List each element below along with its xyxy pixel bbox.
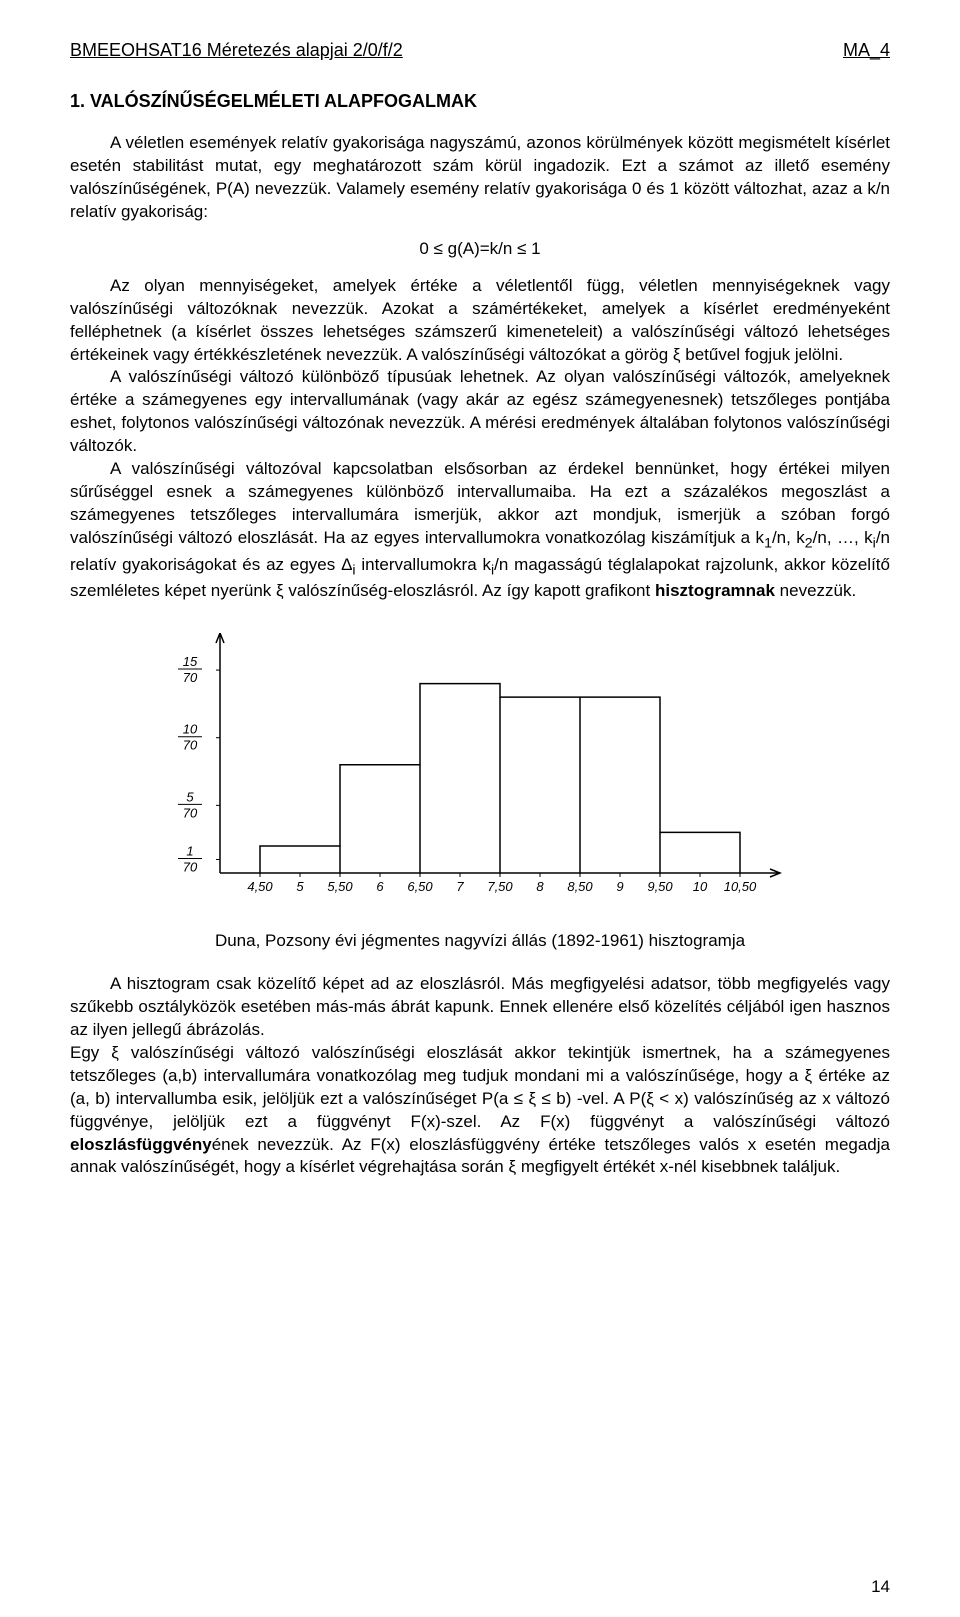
svg-text:9: 9 — [616, 879, 623, 894]
paragraph-3: A valószínűségi változó különböző típusú… — [70, 366, 890, 458]
svg-text:6,50: 6,50 — [407, 879, 433, 894]
p4-bold: hisztogramnak — [655, 581, 775, 600]
svg-text:5,50: 5,50 — [327, 879, 353, 894]
svg-text:5: 5 — [186, 789, 194, 804]
header-left: BMEEOHSAT16 Méretezés alapjai 2/0/f/2 — [70, 40, 403, 61]
svg-text:70: 70 — [183, 805, 198, 820]
paragraph-5: A hisztogram csak közelítő képet ad az e… — [70, 973, 890, 1042]
page-header: BMEEOHSAT16 Méretezés alapjai 2/0/f/2 MA… — [70, 40, 890, 61]
svg-text:10: 10 — [183, 722, 198, 737]
p4-part-a: A valószínűségi változóval kapcsolatban … — [70, 459, 890, 547]
svg-text:10,50: 10,50 — [724, 879, 757, 894]
histogram-chart: 170570107015704,5055,5066,5077,5088,5099… — [160, 633, 800, 913]
body-text-block-1: A véletlen események relatív gyakorisága… — [70, 132, 890, 603]
body-text-block-2: A hisztogram csak közelítő képet ad az e… — [70, 973, 890, 1179]
paragraph-4: A valószínűségi változóval kapcsolatban … — [70, 458, 890, 603]
svg-text:70: 70 — [183, 738, 198, 753]
paragraph-6: Egy ξ valószínűségi változó valószínűség… — [70, 1042, 890, 1180]
svg-text:10: 10 — [693, 879, 708, 894]
paragraph-1: A véletlen események relatív gyakorisága… — [70, 132, 890, 224]
svg-text:9,50: 9,50 — [647, 879, 673, 894]
formula-1: 0 ≤ g(A)=k/n ≤ 1 — [70, 238, 890, 261]
svg-text:1: 1 — [186, 843, 193, 858]
svg-text:7,50: 7,50 — [487, 879, 513, 894]
histogram-svg: 170570107015704,5055,5066,5077,5088,5099… — [160, 633, 800, 913]
p4-part-h: nevezzük. — [775, 581, 856, 600]
svg-text:6: 6 — [376, 879, 384, 894]
svg-text:70: 70 — [183, 670, 198, 685]
svg-text:8: 8 — [536, 879, 544, 894]
p4-part-c: /n, …, k — [813, 528, 873, 547]
svg-text:7: 7 — [456, 879, 464, 894]
page: BMEEOHSAT16 Méretezés alapjai 2/0/f/2 MA… — [0, 0, 960, 1617]
p6-bold: eloszlásfüggvény — [70, 1135, 212, 1154]
p4-part-b: /n, k — [772, 528, 805, 547]
section-title: 1. VALÓSZÍNŰSÉGELMÉLETI ALAPFOGALMAK — [70, 91, 890, 112]
paragraph-2: Az olyan mennyiségeket, amelyek értéke a… — [70, 275, 890, 367]
svg-text:70: 70 — [183, 859, 198, 874]
histogram-caption: Duna, Pozsony évi jégmentes nagyvízi áll… — [70, 931, 890, 951]
svg-text:8,50: 8,50 — [567, 879, 593, 894]
svg-text:5: 5 — [296, 879, 304, 894]
page-number: 14 — [871, 1577, 890, 1597]
header-right: MA_4 — [843, 40, 890, 61]
svg-text:4,50: 4,50 — [247, 879, 273, 894]
p6-part-a: Egy ξ valószínűségi változó valószínűség… — [70, 1043, 890, 1131]
svg-text:15: 15 — [183, 654, 198, 669]
p4-part-e: intervallumokra k — [356, 555, 491, 574]
